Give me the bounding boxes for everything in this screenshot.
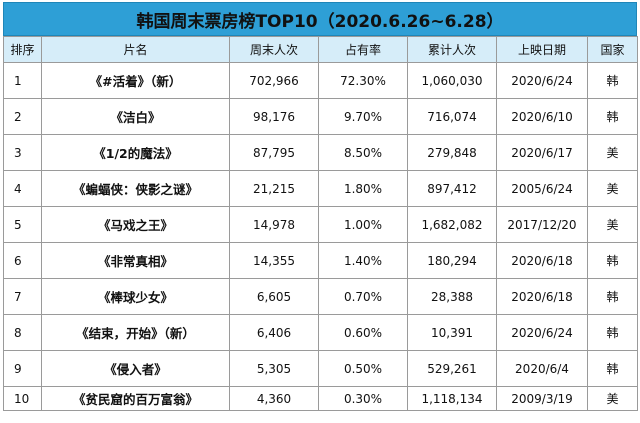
header-row: 排序 片名 周末人次 占有率 累计人次 上映日期 国家 <box>3 36 638 63</box>
cell-name: 《蝙蝠侠：侠影之谜》 <box>41 170 230 207</box>
cell-rank: 2 <box>3 98 42 135</box>
cell-weekend: 98,176 <box>229 98 319 135</box>
cell-date: 2020/6/10 <box>496 98 588 135</box>
header-date: 上映日期 <box>496 36 588 63</box>
cell-share: 1.40% <box>318 242 408 279</box>
table-row: 8 《结束，开始》（新） 6,406 0.60% 10,391 2020/6/2… <box>3 314 638 351</box>
cell-total: 180,294 <box>407 242 497 279</box>
cell-date: 2017/12/20 <box>496 206 588 243</box>
cell-name: 《棒球少女》 <box>41 278 230 315</box>
header-weekend: 周末人次 <box>229 36 319 63</box>
table-title: 韩国周末票房榜TOP10（2020.6.26~6.28） <box>3 2 637 36</box>
cell-weekend: 87,795 <box>229 134 319 171</box>
header-total: 累计人次 <box>407 36 497 63</box>
cell-weekend: 702,966 <box>229 62 319 99</box>
cell-country: 美 <box>587 206 638 243</box>
table-row: 6 《非常真相》 14,355 1.40% 180,294 2020/6/18 … <box>3 242 638 279</box>
cell-share: 1.00% <box>318 206 408 243</box>
cell-total: 716,074 <box>407 98 497 135</box>
cell-share: 9.70% <box>318 98 408 135</box>
cell-name: 《洁白》 <box>41 98 230 135</box>
table-row: 4 《蝙蝠侠：侠影之谜》 21,215 1.80% 897,412 2005/6… <box>3 170 638 207</box>
cell-rank: 1 <box>3 62 42 99</box>
cell-rank: 10 <box>3 386 42 411</box>
cell-weekend: 6,605 <box>229 278 319 315</box>
cell-date: 2020/6/24 <box>496 62 588 99</box>
cell-total: 1,682,082 <box>407 206 497 243</box>
cell-total: 897,412 <box>407 170 497 207</box>
cell-weekend: 14,978 <box>229 206 319 243</box>
table-row: 10 《贫民窟的百万富翁》 4,360 0.30% 1,118,134 2009… <box>3 386 638 411</box>
cell-share: 8.50% <box>318 134 408 171</box>
cell-rank: 4 <box>3 170 42 207</box>
cell-name: 《非常真相》 <box>41 242 230 279</box>
cell-total: 1,118,134 <box>407 386 497 411</box>
cell-share: 0.50% <box>318 350 408 387</box>
header-rank: 排序 <box>3 36 42 63</box>
cell-name: 《结束，开始》（新） <box>41 314 230 351</box>
cell-country: 韩 <box>587 98 638 135</box>
cell-name: 《1/2的魔法》 <box>41 134 230 171</box>
cell-country: 美 <box>587 386 638 411</box>
cell-weekend: 4,360 <box>229 386 319 411</box>
cell-total: 529,261 <box>407 350 497 387</box>
cell-name: 《侵入者》 <box>41 350 230 387</box>
cell-date: 2009/3/19 <box>496 386 588 411</box>
cell-country: 韩 <box>587 62 638 99</box>
cell-country: 韩 <box>587 278 638 315</box>
cell-weekend: 5,305 <box>229 350 319 387</box>
cell-country: 美 <box>587 170 638 207</box>
cell-country: 美 <box>587 134 638 171</box>
table-row: 2 《洁白》 98,176 9.70% 716,074 2020/6/10 韩 <box>3 98 638 135</box>
cell-share: 0.70% <box>318 278 408 315</box>
cell-rank: 8 <box>3 314 42 351</box>
cell-total: 279,848 <box>407 134 497 171</box>
cell-date: 2020/6/4 <box>496 350 588 387</box>
cell-country: 韩 <box>587 242 638 279</box>
cell-share: 0.30% <box>318 386 408 411</box>
cell-country: 韩 <box>587 350 638 387</box>
cell-date: 2020/6/18 <box>496 242 588 279</box>
cell-weekend: 21,215 <box>229 170 319 207</box>
cell-date: 2020/6/17 <box>496 134 588 171</box>
cell-name: 《马戏之王》 <box>41 206 230 243</box>
cell-total: 10,391 <box>407 314 497 351</box>
cell-weekend: 14,355 <box>229 242 319 279</box>
cell-name: 《#活着》（新） <box>41 62 230 99</box>
cell-weekend: 6,406 <box>229 314 319 351</box>
table-row: 1 《#活着》（新） 702,966 72.30% 1,060,030 2020… <box>3 62 638 99</box>
cell-date: 2020/6/24 <box>496 314 588 351</box>
cell-share: 0.60% <box>318 314 408 351</box>
cell-rank: 9 <box>3 350 42 387</box>
cell-date: 2005/6/24 <box>496 170 588 207</box>
cell-country: 韩 <box>587 314 638 351</box>
header-name: 片名 <box>41 36 230 63</box>
cell-share: 1.80% <box>318 170 408 207</box>
cell-total: 28,388 <box>407 278 497 315</box>
cell-share: 72.30% <box>318 62 408 99</box>
cell-rank: 5 <box>3 206 42 243</box>
table-row: 7 《棒球少女》 6,605 0.70% 28,388 2020/6/18 韩 <box>3 278 638 315</box>
box-office-table: 排序 片名 周末人次 占有率 累计人次 上映日期 国家 1 《#活着》（新） 7… <box>3 36 638 411</box>
table-row: 5 《马戏之王》 14,978 1.00% 1,682,082 2017/12/… <box>3 206 638 243</box>
table-row: 3 《1/2的魔法》 87,795 8.50% 279,848 2020/6/1… <box>3 134 638 171</box>
cell-total: 1,060,030 <box>407 62 497 99</box>
cell-rank: 6 <box>3 242 42 279</box>
table-row: 9 《侵入者》 5,305 0.50% 529,261 2020/6/4 韩 <box>3 350 638 387</box>
cell-rank: 7 <box>3 278 42 315</box>
cell-rank: 3 <box>3 134 42 171</box>
cell-name: 《贫民窟的百万富翁》 <box>41 386 230 411</box>
header-share: 占有率 <box>318 36 408 63</box>
cell-date: 2020/6/18 <box>496 278 588 315</box>
header-country: 国家 <box>587 36 638 63</box>
